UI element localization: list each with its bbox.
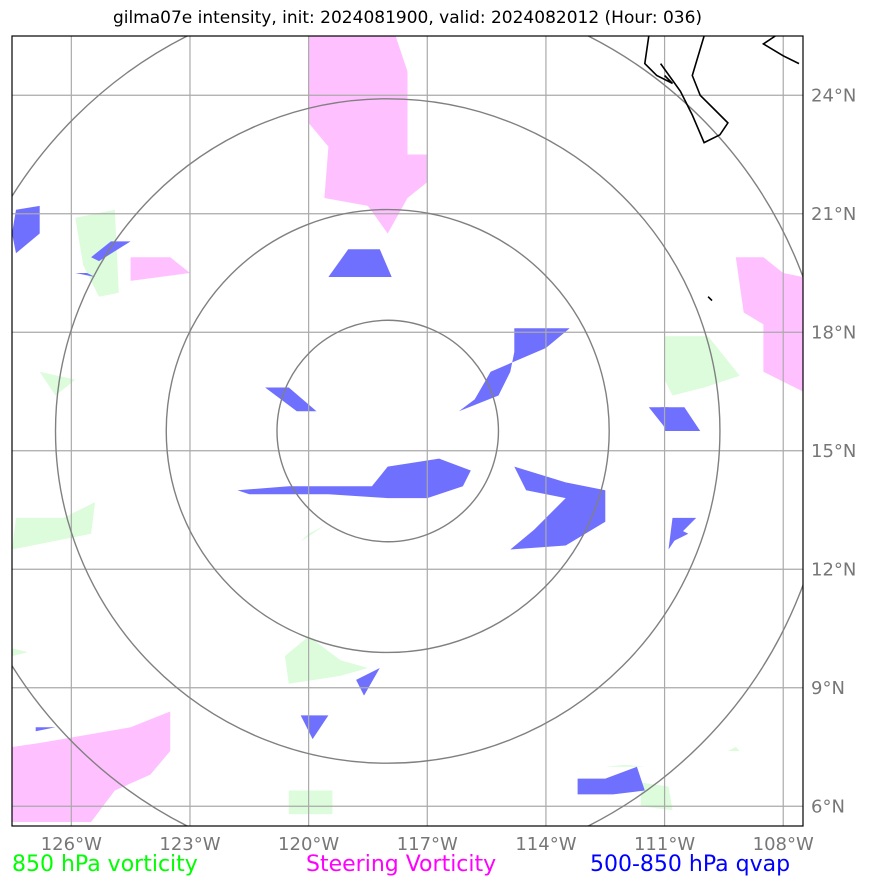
lat-tick-label: 9°N: [811, 678, 845, 699]
vort850-region: [664, 336, 740, 396]
qvap-region: [237, 458, 471, 499]
qvap-region: [660, 407, 701, 431]
qvap-region: [300, 715, 329, 740]
vort850-region: [284, 636, 368, 684]
qvap-region: [510, 466, 606, 550]
qvap-region: [356, 668, 380, 696]
vort850-region: [605, 764, 645, 767]
vort850-region: [727, 747, 740, 751]
range-ring: [276, 319, 500, 543]
legend-steering: Steering Vorticity: [306, 852, 497, 877]
steering-vorticity-region: [308, 36, 428, 234]
vort850-region: [12, 502, 96, 550]
coastline-layer: [643, 36, 800, 302]
coastline: [643, 36, 674, 85]
lon-tick-label: 111°W: [634, 834, 695, 855]
qvap-region: [35, 727, 56, 732]
qvap-region: [577, 766, 645, 795]
qvap-region: [648, 407, 669, 428]
legend-vort850: 850 hPa vorticity: [12, 852, 198, 877]
field-layer: [12, 36, 803, 822]
qvap-region: [91, 241, 131, 262]
lat-tick-label: 6°N: [811, 796, 845, 817]
tick-labels: 126°W 123°W 120°W 117°W 114°W 111°W 108°W 6°N 9°…: [41, 85, 857, 855]
map-title: gilma07e intensity, init: 2024081900, va…: [112, 8, 703, 28]
lon-tick-label: 126°W: [41, 834, 102, 855]
qvap-region: [328, 249, 392, 277]
coastline: [659, 36, 729, 144]
coastline: [761, 36, 800, 65]
lon-tick-label: 108°W: [753, 834, 814, 855]
lat-tick-label: 18°N: [811, 322, 856, 343]
vort850-region: [288, 790, 333, 815]
qvap-region: [75, 273, 96, 277]
lon-tick-label: 117°W: [397, 834, 458, 855]
grid-layer: [12, 36, 803, 826]
lon-tick-label: 120°W: [278, 834, 339, 855]
vort850-region: [12, 648, 28, 657]
coastline: [707, 296, 713, 302]
vort850-region: [39, 371, 76, 396]
lon-tick-label: 123°W: [159, 834, 220, 855]
lat-tick-label: 12°N: [811, 559, 856, 580]
steering-vorticity-region: [12, 711, 171, 822]
qvap-region: [12, 205, 40, 254]
steering-vorticity-region: [130, 257, 190, 281]
lat-tick-label: 15°N: [811, 441, 856, 462]
lat-tick-label: 21°N: [811, 204, 856, 225]
qvap-region: [668, 517, 697, 550]
range-ring: [165, 208, 610, 654]
steering-vorticity-region: [735, 257, 803, 392]
qvap-region: [458, 328, 570, 412]
range-ring: [54, 98, 721, 764]
legend-qvap: 500-850 hPa qvap: [590, 852, 791, 877]
range-rings: [12, 36, 803, 826]
vort850-region: [300, 525, 325, 542]
lon-tick-label: 114°W: [515, 834, 576, 855]
qvap-region: [265, 387, 317, 412]
lat-tick-label: 24°N: [811, 85, 856, 106]
plot-frame: [11, 35, 804, 827]
